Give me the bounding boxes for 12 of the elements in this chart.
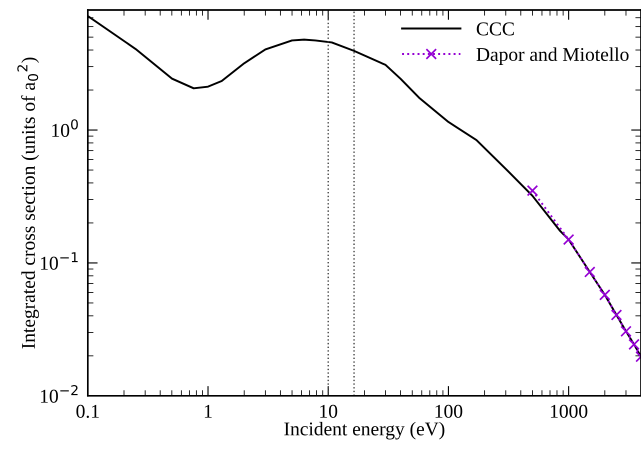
y-tick-label: 10$^{0}$ <box>52 119 78 137</box>
legend-label: CCC <box>476 22 514 36</box>
y-axis-title: Integrated cross section (units of a$_{0}$$^{2}$) <box>17 58 40 349</box>
x-axis-title: Incident energy (eV) <box>284 422 444 440</box>
y-tick-label: 10$^{−1}$ <box>40 252 78 270</box>
x-tick-label: 1000 <box>550 404 588 418</box>
legend-label: Dapor and Miotello <box>476 47 629 65</box>
x-tick-label: 100 <box>436 404 462 418</box>
x-tick-label: 0.1 <box>76 404 99 418</box>
y-tick-label: 10$^{−2}$ <box>40 385 78 403</box>
x-tick-label: 1 <box>204 404 212 418</box>
x-tick-label: 10 <box>320 404 338 418</box>
